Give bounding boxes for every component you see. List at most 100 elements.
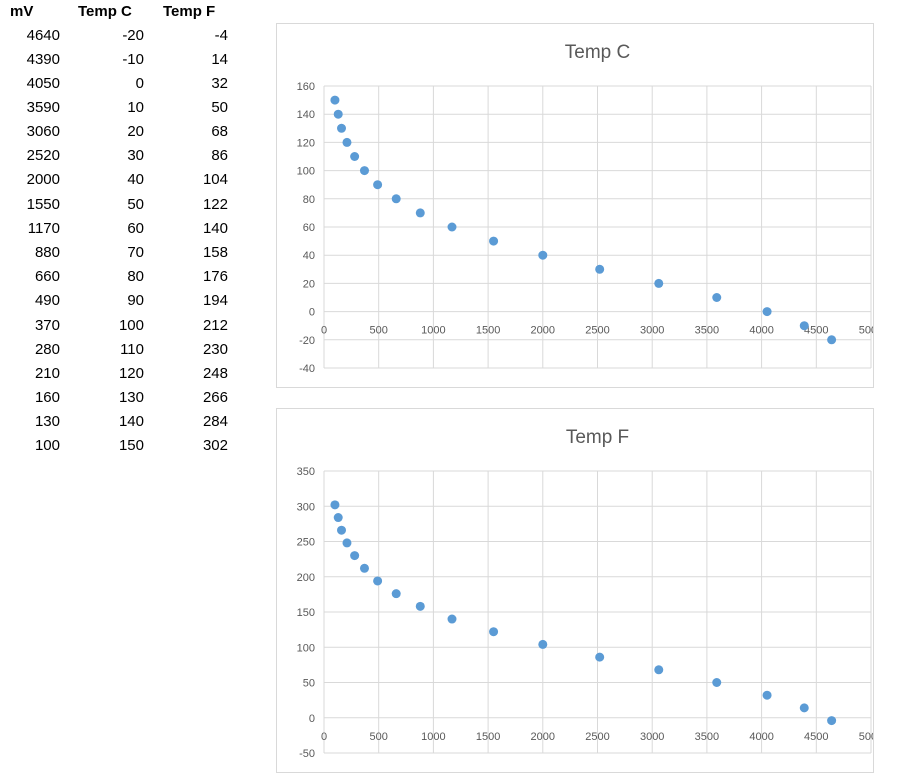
y-tick-label: 20	[303, 278, 315, 290]
cell-mv: 1550	[26, 196, 60, 213]
x-tick-label: 3500	[695, 731, 719, 743]
x-tick-label: 2000	[531, 731, 555, 743]
data-point	[333, 109, 343, 119]
cell-mv: 280	[34, 341, 60, 358]
x-tick-label: 3000	[640, 325, 664, 337]
cell-temp-c: 100	[118, 317, 144, 334]
data-point	[373, 180, 383, 190]
data-point	[447, 222, 457, 232]
table-row: 370 100 212	[0, 317, 250, 341]
data-point	[827, 716, 837, 726]
data-point	[538, 250, 548, 260]
y-tick-label: 60	[303, 222, 315, 234]
data-point	[447, 614, 457, 624]
cell-temp-f: 158	[202, 244, 228, 261]
cell-temp-f: 68	[211, 123, 228, 140]
cell-temp-f: 212	[202, 317, 228, 334]
cell-mv: 370	[34, 317, 60, 334]
table-row: 880 70 158	[0, 244, 250, 268]
table-row: 660 80 176	[0, 268, 250, 292]
data-point	[359, 166, 369, 176]
cell-temp-f: 230	[202, 341, 228, 358]
cell-mv: 2000	[26, 171, 60, 188]
x-tick-label: 1500	[476, 731, 500, 743]
data-point	[359, 563, 369, 573]
cell-temp-f: 14	[211, 51, 228, 68]
y-tick-label: 350	[297, 466, 315, 478]
x-tick-label: 4000	[749, 325, 773, 337]
y-tick-label: 50	[303, 678, 315, 690]
cell-temp-c: 50	[127, 196, 144, 213]
cell-mv: 490	[34, 292, 60, 309]
table-row: 2520 30 86	[0, 147, 250, 171]
cell-temp-c: 90	[127, 292, 144, 309]
cell-temp-f: 86	[211, 147, 228, 164]
y-tick-label: 200	[297, 572, 315, 584]
y-tick-label: 100	[297, 166, 315, 178]
x-tick-label: 4500	[804, 325, 828, 337]
cell-mv: 210	[34, 365, 60, 382]
table-row: 4050 0 32	[0, 75, 250, 99]
data-point	[337, 123, 347, 133]
cell-temp-f: 122	[202, 196, 228, 213]
data-point	[489, 627, 499, 637]
y-tick-label: 160	[297, 81, 315, 93]
cell-temp-c: 60	[127, 220, 144, 237]
table-row: 3590 10 50	[0, 99, 250, 123]
data-point	[538, 639, 548, 649]
data-point	[415, 208, 425, 218]
cell-temp-f: 50	[211, 99, 228, 116]
y-tick-label: 140	[297, 109, 315, 121]
data-point	[762, 307, 772, 317]
table-row: 1550 50 122	[0, 196, 250, 220]
header-temp-f: Temp F	[163, 3, 216, 20]
data-point	[712, 678, 722, 687]
y-tick-label: -50	[299, 748, 315, 760]
y-tick-label: -40	[299, 363, 315, 375]
cell-mv: 130	[34, 413, 60, 430]
x-tick-label: 2500	[585, 325, 609, 337]
data-point	[654, 665, 664, 675]
y-tick-label: 100	[297, 642, 315, 654]
x-tick-label: 5000	[859, 325, 873, 337]
chart-title: Temp C	[565, 42, 630, 63]
data-point	[391, 589, 401, 599]
cell-mv: 100	[34, 437, 60, 454]
table-row: 4390 -10 14	[0, 51, 250, 75]
cell-mv: 160	[34, 389, 60, 406]
data-point	[712, 293, 722, 302]
data-point	[373, 576, 383, 586]
x-tick-label: 4500	[804, 731, 828, 743]
data-point	[799, 703, 809, 713]
temp-f-chart: Temp F -50 0 50 100 150 200 250 300 350 0 500 1000 15…	[276, 408, 874, 773]
x-tick-label: 0	[321, 731, 327, 743]
table-row: 210 120 248	[0, 365, 250, 389]
x-tick-label: 5000	[859, 731, 873, 743]
data-point	[595, 264, 605, 274]
x-tick-label: 3500	[695, 325, 719, 337]
data-point	[330, 500, 340, 510]
cell-mv: 4390	[26, 51, 60, 68]
x-tick-label: 3000	[640, 731, 664, 743]
cell-temp-c: 0	[135, 75, 144, 92]
cell-temp-f: 104	[202, 171, 228, 188]
cell-temp-c: -20	[122, 27, 144, 44]
data-point	[330, 95, 340, 105]
x-tick-label: 4000	[749, 731, 773, 743]
cell-mv: 660	[34, 268, 60, 285]
cell-temp-f: 248	[202, 365, 228, 382]
cell-temp-c: 30	[127, 147, 144, 164]
y-tick-label: 150	[297, 607, 315, 619]
data-point	[489, 236, 499, 246]
header-temp-c: Temp C	[78, 3, 132, 20]
table-row: 280 110 230	[0, 341, 250, 365]
data-point	[342, 137, 352, 147]
table-row: 100 150 302	[0, 437, 250, 461]
cell-mv: 2520	[26, 147, 60, 164]
data-point	[342, 538, 352, 548]
temp-c-chart-svg: Temp C -40 -20 0 20 40 60 80 100 120 140 160 0 500 100…	[297, 42, 873, 375]
data-point	[799, 321, 809, 331]
data-point	[337, 525, 347, 535]
y-tick-label: -20	[299, 335, 315, 347]
